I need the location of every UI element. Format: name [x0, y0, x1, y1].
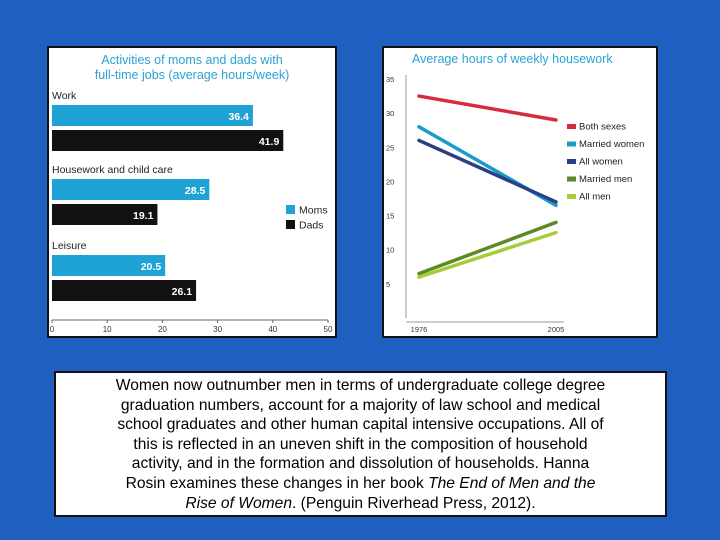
category-label: Leisure — [52, 240, 87, 252]
bar-chart: Activities of moms and dads withfull-tim… — [50, 53, 333, 334]
bar — [52, 105, 253, 126]
book-title: Rise of Women — [185, 494, 292, 512]
series-line — [417, 230, 558, 279]
chart-title: Average hours of weekly housework — [412, 52, 613, 66]
y-tick-label: 30 — [386, 109, 394, 118]
y-tick-label: 15 — [386, 212, 394, 221]
legend-swatch — [567, 159, 576, 164]
x-tick-label: 40 — [268, 325, 277, 334]
x-tick-label: 2005 — [548, 325, 565, 334]
legend-label: Both sexes — [579, 122, 626, 133]
y-tick-label: 20 — [386, 177, 394, 186]
caption-line: school graduates and other human capital… — [117, 416, 604, 434]
book-title: The End of Men and the — [428, 474, 596, 492]
legend-swatch — [567, 176, 576, 182]
legend-label: All women — [579, 157, 623, 168]
bar — [52, 280, 197, 301]
legend-swatch — [567, 141, 576, 147]
caption-line: activity, and in the formation and disso… — [131, 455, 590, 473]
bar-chart-panel: Activities of moms and dads with full-tim… — [47, 46, 337, 338]
y-tick-label: 5 — [386, 280, 390, 289]
legend-label: Married women — [579, 139, 644, 150]
chart-title: full-time jobs (average hours/week) — [95, 68, 290, 82]
x-tick-label: 30 — [213, 325, 222, 334]
caption-text: Rosin examines these changes in her book — [125, 474, 429, 492]
y-tick-label: 25 — [386, 143, 394, 152]
caption-line: Rise of Women. (Penguin Riverhead Press,… — [70, 494, 651, 514]
caption-text: . (Penguin Riverhead Press, 2012). — [292, 494, 536, 512]
data-label: 41.9 — [259, 136, 280, 148]
legend-swatch — [286, 205, 295, 214]
x-tick-label: 50 — [324, 325, 333, 334]
line-chart: Average hours of weekly housework 5 10 15 20… — [386, 52, 644, 334]
y-tick-label: 10 — [386, 246, 394, 255]
data-label: 20.5 — [141, 261, 162, 273]
data-label: 28.5 — [185, 185, 206, 197]
legend-label: Dads — [299, 220, 324, 232]
caption-line: this is reflected in an uneven shift in … — [133, 435, 588, 453]
series-line — [417, 138, 558, 204]
line-chart-panel: Average hours of weekly housework 5 10 15 20… — [382, 46, 658, 338]
data-label: 19.1 — [133, 210, 154, 222]
legend-label: Married men — [579, 174, 632, 185]
bar — [52, 130, 284, 151]
x-tick-label: 10 — [103, 325, 112, 334]
x-tick-label: 20 — [158, 325, 167, 334]
y-tick-label: 35 — [386, 75, 394, 84]
category-label: Housework and child care — [52, 164, 173, 176]
bar — [52, 255, 166, 276]
category-label: Work — [52, 90, 77, 102]
series-line — [417, 220, 558, 276]
data-label: 36.4 — [228, 111, 249, 123]
chart-title: Activities of moms and dads with — [101, 53, 282, 67]
legend-swatch — [286, 220, 295, 229]
caption-line: graduation numbers, account for a majori… — [120, 396, 601, 414]
data-label: 26.1 — [172, 286, 193, 298]
series-line — [417, 94, 558, 122]
bar — [52, 204, 158, 225]
caption-box: Women now outnumber men in terms of unde… — [54, 371, 667, 517]
caption-line: Women now outnumber men in terms of unde… — [115, 377, 606, 394]
legend-label: All men — [579, 192, 611, 203]
bar — [52, 179, 210, 200]
x-tick-label: 0 — [50, 325, 55, 334]
legend-swatch — [567, 124, 576, 129]
legend-label: Moms — [299, 205, 328, 217]
legend-swatch — [567, 194, 576, 199]
x-tick-label: 1976 — [411, 325, 428, 334]
caption-line: Rosin examines these changes in her book… — [70, 474, 651, 494]
